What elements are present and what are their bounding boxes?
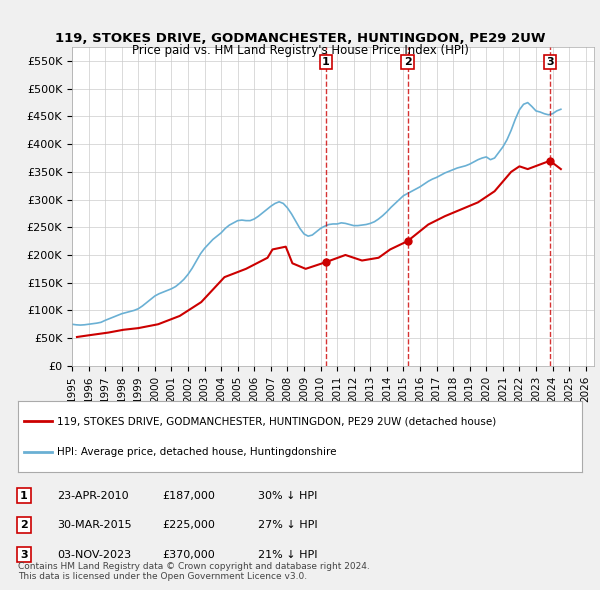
Text: 03-NOV-2023: 03-NOV-2023 [57,550,131,559]
Text: £225,000: £225,000 [162,520,215,530]
Text: £370,000: £370,000 [162,550,215,559]
Text: 1: 1 [20,491,28,500]
Text: 3: 3 [20,550,28,559]
Text: 2: 2 [20,520,28,530]
Text: 1: 1 [322,57,329,67]
Text: £187,000: £187,000 [162,491,215,500]
Text: Price paid vs. HM Land Registry's House Price Index (HPI): Price paid vs. HM Land Registry's House … [131,44,469,57]
Text: 119, STOKES DRIVE, GODMANCHESTER, HUNTINGDON, PE29 2UW: 119, STOKES DRIVE, GODMANCHESTER, HUNTIN… [55,32,545,45]
Text: 119, STOKES DRIVE, GODMANCHESTER, HUNTINGDON, PE29 2UW (detached house): 119, STOKES DRIVE, GODMANCHESTER, HUNTIN… [58,416,497,426]
Text: 21% ↓ HPI: 21% ↓ HPI [258,550,317,559]
Text: 30-MAR-2015: 30-MAR-2015 [57,520,131,530]
Text: 3: 3 [546,57,554,67]
Text: Contains HM Land Registry data © Crown copyright and database right 2024.
This d: Contains HM Land Registry data © Crown c… [18,562,370,581]
Text: 30% ↓ HPI: 30% ↓ HPI [258,491,317,500]
Text: 23-APR-2010: 23-APR-2010 [57,491,128,500]
Text: 27% ↓ HPI: 27% ↓ HPI [258,520,317,530]
Text: HPI: Average price, detached house, Huntingdonshire: HPI: Average price, detached house, Hunt… [58,447,337,457]
Text: 2: 2 [404,57,412,67]
